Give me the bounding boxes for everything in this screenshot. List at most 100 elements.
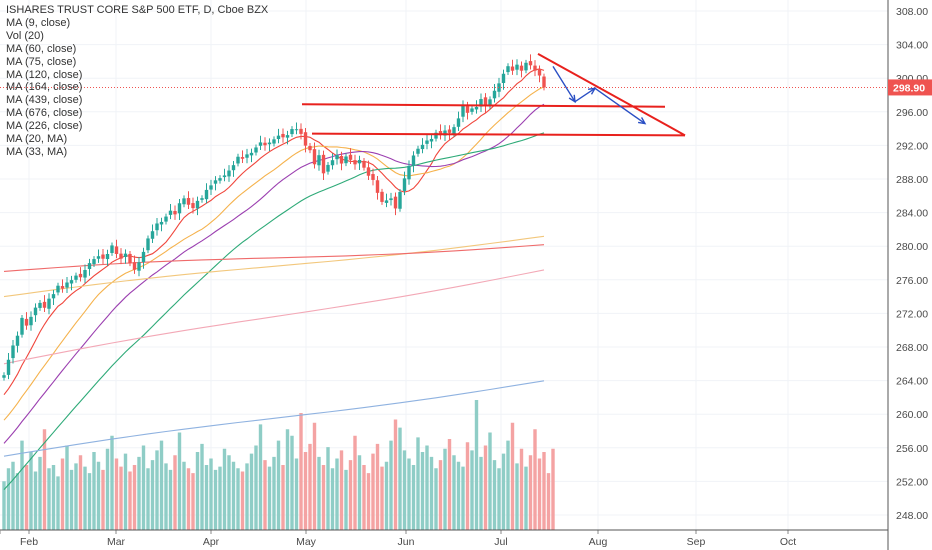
support-resistance-line [301,103,666,108]
candle-body [299,128,303,134]
time-axis[interactable]: Feb Mar Apr May Jun Jul Aug Sep Oct [0,529,888,548]
volume-bar [501,453,506,530]
volume-bar [389,440,393,530]
volume-bar [384,461,389,530]
candle-body [182,198,186,205]
volume-bar [6,468,11,530]
legend-item[interactable]: MA (226, close) [6,120,83,133]
legend-item[interactable]: MA (164, close) [6,81,83,94]
volume-bar [321,465,326,530]
price-tick-label: 276.00 [896,275,928,287]
candle-body [371,174,375,180]
volume-bar [33,471,38,530]
volume-bar [195,452,200,530]
legend-item[interactable]: MA (439, close) [6,94,83,107]
legend-item[interactable]: MA (9, close) [6,16,71,29]
volume-bar [2,481,6,530]
candle-body [375,180,380,193]
volume-bar [110,435,114,530]
volume-bar [24,465,29,530]
volume-bar [83,466,87,530]
volume-bar [92,452,96,530]
candle-body [186,198,191,205]
legend-item[interactable]: MA (33, MA) [6,145,68,158]
candle-body [528,61,533,66]
moving-average-line [3,380,545,457]
price-tick-label: 308.00 [896,6,928,18]
price-tick-label: 304.00 [896,40,928,52]
candle-body [69,280,74,284]
volume-bar [105,448,110,530]
volume-bar [51,465,56,530]
volume-bar [326,447,330,530]
candle-body [533,65,537,71]
moving-average-line [3,132,545,490]
legend-item[interactable]: MA (75, close) [6,55,77,68]
candle-body [159,221,164,225]
volume-bar [78,455,83,530]
candle-body [227,170,231,177]
volume-bar [366,473,371,530]
volume-bar [456,461,461,530]
arrow-head [568,94,576,104]
candle-body [276,135,281,140]
volume-bar [65,445,69,530]
candle-body [303,132,308,146]
candle-body [249,152,254,156]
volume-bar [222,448,227,530]
volume-bar [492,460,497,530]
time-tick-label: Oct [780,536,796,548]
volume-bar [254,445,258,530]
candle-body [240,157,245,159]
candle-body [173,210,177,215]
moving-average-line [3,103,545,444]
volume-bar [132,465,137,530]
volume-bar [60,458,65,530]
volume-bar [434,468,438,530]
candle-body [434,132,438,139]
time-tick-label: Apr [203,536,220,548]
volume-bar [114,458,119,530]
volume-bar [173,455,177,530]
candle-body [38,302,42,308]
time-tick-label: May [296,536,317,548]
volume-bar [119,466,123,530]
candle-body [380,191,384,202]
volume-bar [141,445,146,530]
candle-body [407,165,411,180]
legend-item[interactable]: Vol (20) [6,29,44,42]
candle-body [389,198,393,201]
volume-bar [506,440,510,530]
candle-body [357,159,362,164]
volume-bar [96,461,101,530]
legend-title[interactable]: ISHARES TRUST CORE S&P 500 ETF, D, Cboe … [6,4,269,16]
volume-bar [213,469,218,530]
price-axis[interactable]: 308.00304.00300.00296.00292.00288.00284.… [887,0,932,550]
candle-body [425,140,429,144]
candle-body [317,155,321,166]
volume-bar [245,463,249,530]
candle-body [222,175,227,178]
legend-item[interactable]: MA (676, close) [6,107,83,120]
candle-body [542,76,546,88]
candle-body [96,256,101,259]
legend-item[interactable]: MA (120, close) [6,68,83,81]
legend-item[interactable]: MA (60, close) [6,42,77,55]
candle-body [254,147,258,153]
volume-bar [200,443,204,530]
volume-bar [128,471,132,530]
volume-bar [308,443,312,530]
time-tick-label: Aug [589,536,608,548]
grid-lines [0,0,888,530]
volume-bar [150,460,155,530]
candle-body [258,142,263,146]
candle-body [150,231,155,239]
candle-body [191,203,195,209]
candle-body [24,318,29,326]
volume-bar [411,465,416,530]
volume-bar [393,419,398,530]
candle-body [452,127,456,134]
legend-item[interactable]: MA (20, MA) [6,133,68,146]
volume-bar [425,445,429,530]
